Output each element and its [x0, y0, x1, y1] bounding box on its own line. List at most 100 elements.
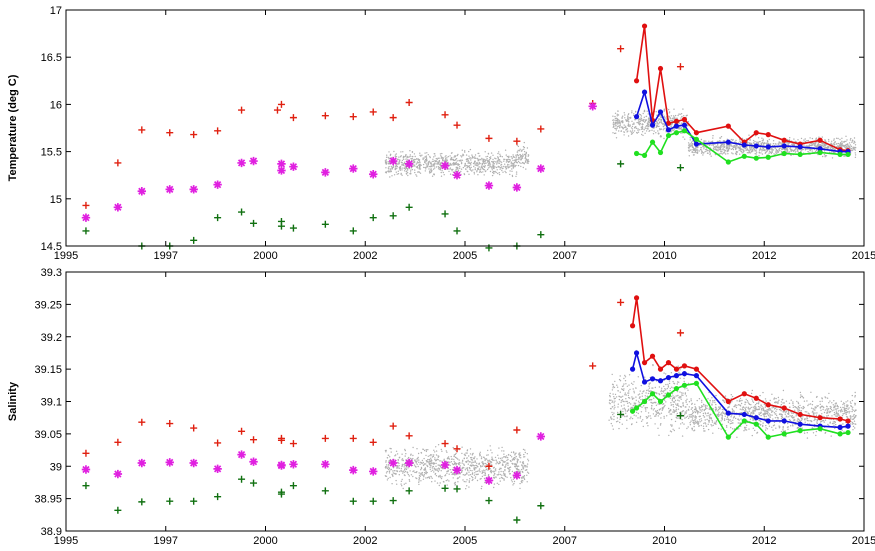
chart-1-background-dot: [750, 406, 752, 409]
chart-1-background-dot: [434, 458, 436, 461]
chart-0-background-dot: [432, 168, 435, 170]
chart-0-background-dot: [827, 138, 830, 141]
chart-1-background-dot: [643, 405, 645, 407]
chart-1-background-dot: [703, 427, 705, 430]
chart-1-background-dot: [661, 387, 663, 389]
chart-0-background-dot: [388, 166, 390, 168]
chart-0-background-dot: [740, 148, 742, 150]
chart-1-background-dot: [492, 467, 495, 469]
chart-1-background-dot: [655, 413, 657, 416]
chart-0-background-dot: [625, 126, 627, 129]
chart-1-background-dot: [784, 413, 786, 415]
chart-1-background-dot: [463, 480, 465, 483]
chart-1-background-dot: [522, 471, 524, 473]
chart-0-background-dot: [486, 155, 489, 158]
chart-0-background-dot: [474, 156, 476, 158]
chart-1-background-dot: [727, 421, 730, 424]
chart-0-background-dot: [775, 152, 778, 154]
chart-0-background-dot: [640, 115, 643, 117]
chart-1-background-dot: [672, 380, 674, 383]
chart-1-background-dot: [740, 412, 742, 414]
chart-1-background-dot: [391, 473, 393, 476]
chart-1-background-dot: [854, 395, 856, 397]
chart-0-background-dot: [673, 108, 675, 110]
chart-0-background-dot: [628, 118, 630, 121]
chart-0-background-dot: [749, 152, 752, 154]
chart-1-background-dot: [708, 421, 710, 423]
chart-1-background-dot: [495, 476, 497, 478]
chart-0-background-dot: [453, 164, 455, 166]
chart-1-background-dot: [496, 461, 498, 464]
chart-1-background-dot: [490, 460, 492, 463]
chart-1-background-dot: [415, 462, 417, 464]
chart-1-background-dot: [483, 474, 485, 476]
chart-0-background-dot: [492, 164, 494, 166]
chart-1-background-dot: [512, 463, 514, 465]
chart-0-background-dot: [623, 134, 625, 136]
chart-0-background-dot: [845, 140, 847, 143]
chart-1-background-dot: [731, 395, 734, 398]
chart-0-background-dot: [680, 132, 682, 134]
chart-1-background-dot: [611, 406, 613, 408]
chart-0-background-dot: [438, 159, 441, 162]
chart-1-background-dot: [623, 404, 625, 406]
chart-0-background-dot: [829, 151, 831, 153]
chart-0-background-dot: [720, 150, 722, 153]
chart-0-background-dot: [439, 168, 442, 170]
chart-1-background-dot: [616, 386, 619, 388]
chart-0-series-point: [633, 78, 640, 84]
chart-1-background-dot: [660, 390, 662, 393]
chart-1-background-dot: [503, 456, 505, 458]
chart-0-background-dot: [618, 130, 620, 132]
chart-0-y-tick-label: 15: [50, 194, 62, 206]
chart-0-background-dot: [732, 153, 734, 155]
chart-1-background-dot: [680, 406, 683, 408]
chart-0-background-dot: [738, 147, 741, 149]
chart-0-background-dot: [403, 158, 405, 161]
chart-0-background-dot: [679, 113, 681, 116]
chart-0-background-dot: [715, 145, 717, 147]
chart-1-background-dot: [505, 465, 507, 467]
chart-0-background-dot: [768, 138, 770, 141]
chart-0-background-dot: [487, 161, 489, 163]
chart-0-background-dot: [459, 160, 461, 162]
chart-0-background-dot: [489, 170, 492, 173]
chart-0-background-dot: [651, 129, 653, 131]
chart-1-background-dot: [385, 460, 387, 462]
chart-1-background-dot: [501, 457, 503, 459]
chart-1-background-dot: [611, 425, 614, 427]
chart-1-background-dot: [398, 467, 400, 469]
chart-0-background-dot: [789, 147, 791, 150]
chart-1-background-dot: [675, 408, 677, 411]
chart-1-background-dot: [811, 404, 814, 406]
chart-1-background-dot: [678, 417, 680, 419]
chart-0-background-dot: [840, 141, 842, 144]
chart-1-background-dot: [765, 427, 767, 429]
chart-0-background-dot: [445, 155, 447, 157]
chart-1-background-dot: [519, 461, 521, 463]
chart-1-background-dot: [778, 413, 781, 415]
chart-0-background-dot: [454, 159, 456, 162]
chart-0-plus-marker: [389, 114, 397, 122]
chart-0-background-dot: [729, 145, 731, 148]
chart-0-background-dot: [472, 162, 475, 165]
chart-0-background-dot: [441, 170, 443, 172]
chart-0-background-dot: [509, 159, 511, 161]
chart-0-background-dot: [720, 146, 722, 149]
chart-1-background-dot: [502, 459, 504, 462]
chart-0-background-dot: [431, 160, 433, 163]
chart-1-background-dot: [509, 466, 512, 468]
chart-1-background-dot: [647, 425, 649, 427]
chart-1-background-dot: [471, 479, 473, 482]
chart-1-background-dot: [684, 406, 686, 408]
chart-1-background-dot: [656, 411, 658, 413]
chart-1-background-dot: [417, 452, 420, 455]
chart-1-background-dot: [484, 470, 486, 472]
chart-1-background-dot: [657, 415, 659, 417]
chart-0-series-point: [657, 149, 664, 156]
chart-0-background-dot: [515, 175, 517, 178]
chart-0-background-dot: [431, 175, 434, 177]
chart-1-background-dot: [745, 429, 748, 431]
chart-1-background-dot: [764, 406, 766, 408]
chart-1-background-dot: [388, 472, 391, 474]
